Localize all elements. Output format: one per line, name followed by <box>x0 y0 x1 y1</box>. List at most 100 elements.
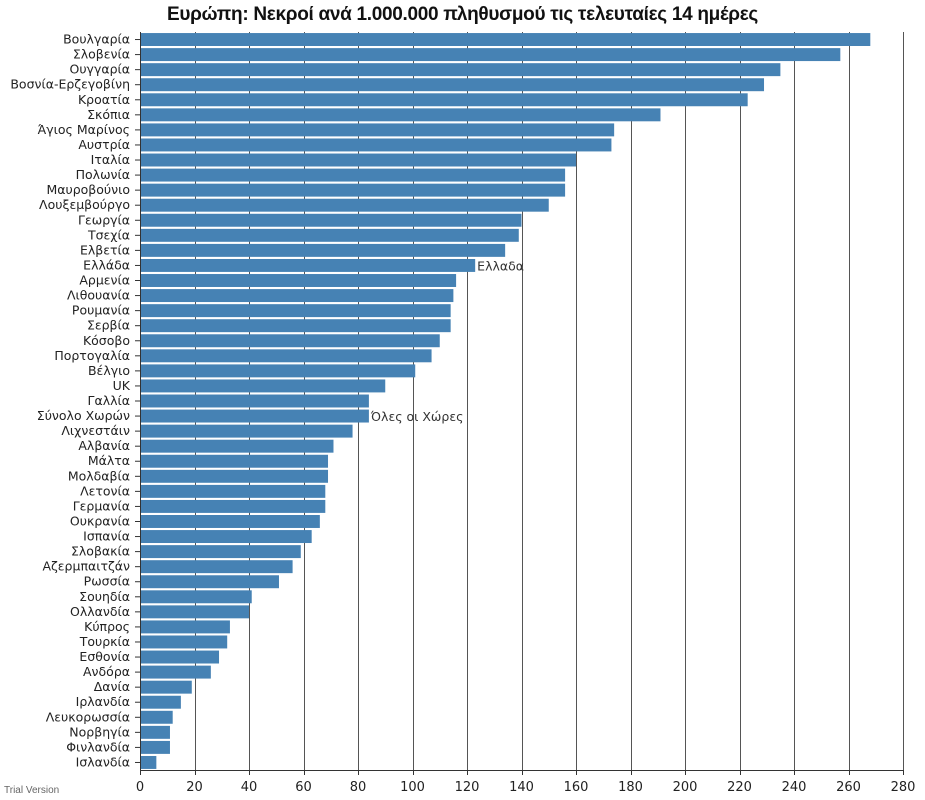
bar <box>140 198 549 212</box>
bar-annotation: Ελλαδα <box>477 258 524 273</box>
y-tick-label: Σκόπια <box>87 107 130 122</box>
y-tick-label: Κόσοβο <box>83 333 130 348</box>
x-tick-label: 280 <box>891 780 916 795</box>
y-tick-label: Λευκορωσσία <box>46 709 130 724</box>
y-tick-label: Άγιος Μαρίνος <box>38 122 130 137</box>
bar <box>140 515 320 528</box>
y-tick-label: Μολδαβία <box>68 468 130 483</box>
x-tick-label: 120 <box>455 780 480 795</box>
bar <box>140 123 615 137</box>
bar <box>140 725 170 739</box>
x-tick-label: 100 <box>400 780 425 795</box>
bar <box>140 48 841 62</box>
bar <box>140 394 369 408</box>
x-tick-label: 260 <box>836 780 861 795</box>
bar <box>140 379 386 393</box>
bar <box>140 183 566 197</box>
y-tick-label: Λιχνεστάιν <box>61 423 130 438</box>
y-tick-label: Κύπρος <box>84 619 130 634</box>
bar <box>140 545 301 559</box>
y-tick-label: Πολωνία <box>76 167 130 182</box>
chart-title: Ευρώπη: Νεκροί ανά 1.000.000 πληθυσμού τ… <box>166 4 759 25</box>
bar <box>140 78 765 92</box>
y-tick-label: Ανδόρα <box>83 664 130 679</box>
y-tick-label: Σλοβενία <box>73 47 130 62</box>
bar <box>140 424 353 438</box>
x-tick-label: 200 <box>673 780 698 795</box>
bar <box>140 138 612 152</box>
x-tick-label: 160 <box>564 780 589 795</box>
y-tick-label: Λιθουανία <box>67 288 130 303</box>
bar <box>140 530 312 544</box>
y-tick-label: Γερμανία <box>73 498 130 513</box>
bar <box>140 153 576 167</box>
x-tick-label: 80 <box>350 780 367 795</box>
x-tick-label: 180 <box>618 780 643 795</box>
y-tick-label: Σύνολο Χωρών <box>37 408 130 423</box>
bar <box>140 575 279 589</box>
bar <box>140 334 440 348</box>
bar <box>140 319 451 333</box>
y-tick-label: Σερβία <box>87 318 130 333</box>
y-tick-label: Τουρκία <box>79 634 130 649</box>
bar <box>140 213 522 227</box>
x-tick-label: 40 <box>241 780 258 795</box>
bar <box>140 63 781 77</box>
x-tick-label: 220 <box>727 780 752 795</box>
x-tick-label: 20 <box>186 780 203 795</box>
y-tick-label: Ουκρανία <box>70 513 130 528</box>
x-tick-label: 240 <box>782 780 807 795</box>
bar <box>140 304 451 318</box>
bar <box>140 228 519 242</box>
bar <box>140 168 566 182</box>
bar <box>140 695 181 709</box>
y-tick-label: Λετονία <box>80 483 130 498</box>
bar <box>140 469 329 483</box>
bar <box>140 680 192 694</box>
y-tick-label: Σουηδία <box>79 589 130 604</box>
y-tick-label: Ελλάδα <box>83 257 130 272</box>
y-tick-label: Πορτογαλία <box>54 348 130 363</box>
y-tick-label: Αρμενία <box>79 273 130 288</box>
bar <box>140 740 170 754</box>
y-tick-label: Εσθονία <box>79 649 130 664</box>
bar <box>140 499 326 513</box>
y-tick-label: Φινλανδία <box>66 739 130 754</box>
bar <box>140 93 748 107</box>
bar <box>140 454 329 468</box>
y-tick-label: Νορβηγία <box>69 724 130 739</box>
y-tick-label: Ρωσσία <box>84 574 130 589</box>
y-tick-label: Ελβετία <box>80 242 130 257</box>
bar <box>140 289 454 303</box>
bar <box>140 560 293 574</box>
bar <box>140 755 157 769</box>
y-tick-label: Ρουμανία <box>72 303 130 318</box>
y-tick-label: Αλβανία <box>78 438 130 453</box>
y-tick-label: Ιταλία <box>91 152 130 167</box>
bar <box>140 274 457 287</box>
y-tick-label: Δανία <box>94 679 130 694</box>
bar <box>140 635 228 649</box>
bar <box>140 605 249 619</box>
y-tick-label: Τσεχία <box>87 227 130 242</box>
y-tick-label: Ιρλανδία <box>76 694 130 709</box>
y-tick-label: Κροατία <box>78 92 130 107</box>
watermark-text: Trial Version <box>4 785 60 796</box>
bar-annotation: Όλες οι Χώρες <box>370 409 464 424</box>
x-tick-label: 140 <box>509 780 534 795</box>
y-tick-label: Βουλγαρία <box>63 32 130 47</box>
y-tick-label: Μαυροβούνιο <box>46 182 130 197</box>
bar <box>140 258 476 272</box>
bar <box>140 620 230 634</box>
x-tick-label: 60 <box>295 780 312 795</box>
y-tick-label: Γεωργία <box>78 212 130 227</box>
bar <box>140 484 326 498</box>
bar <box>140 364 416 378</box>
y-tick-label: Αυστρία <box>78 137 130 152</box>
bar <box>140 349 432 363</box>
bar <box>140 710 173 724</box>
y-tick-label: Ισπανία <box>83 529 130 544</box>
bar <box>140 33 871 46</box>
bar <box>140 108 661 122</box>
